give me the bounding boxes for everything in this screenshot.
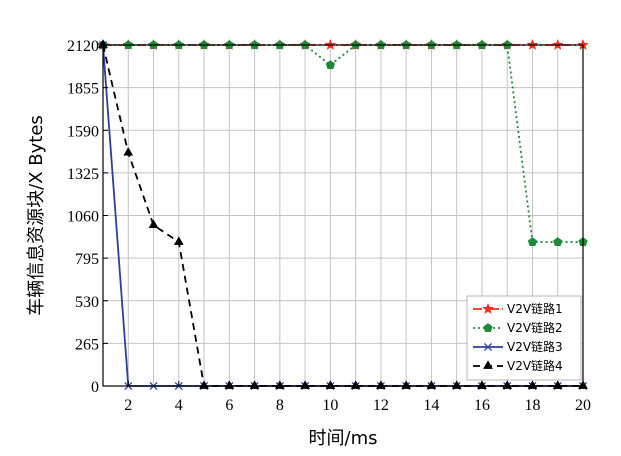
x-tick-label: 6 (225, 397, 233, 414)
x-tick-label: 4 (175, 397, 183, 414)
legend-entry-1: V2V链路1 (473, 301, 563, 316)
axes (102, 44, 584, 387)
series-4-point (502, 380, 513, 389)
legend-label: V2V链路3 (507, 339, 563, 354)
series-4-point (401, 380, 412, 389)
x-tick-label: 12 (373, 397, 389, 414)
series-4-point (451, 380, 462, 389)
series-4-point (199, 380, 209, 389)
series-4-point (249, 380, 260, 389)
series-2-point (553, 237, 563, 247)
x-tick-label: 16 (474, 397, 490, 414)
x-tick-label: 14 (423, 397, 439, 414)
legend: V2V链路1 V2V链路2 V2V链路3 V2V链路4 (466, 295, 582, 381)
y-tick-label: 530 (75, 294, 99, 311)
series-4-point (350, 380, 361, 389)
legend-entry-4: V2V链路4 (473, 358, 563, 373)
x-tick-label: 10 (322, 397, 338, 414)
legend-label: V2V链路1 (507, 301, 563, 316)
series-2-point (527, 237, 538, 247)
y-tick-label: 0 (91, 379, 99, 396)
y-tick-label: 795 (75, 251, 99, 268)
y-tick-label: 1855 (67, 81, 99, 98)
x-tick-label: 2 (124, 397, 132, 414)
x-tick-label: 20 (575, 397, 591, 414)
y-tick-label: 2120 (67, 38, 99, 55)
legend-label: V2V链路2 (507, 320, 563, 335)
grid (103, 45, 583, 386)
legend-entry-3: V2V链路3 (473, 339, 563, 354)
series-4-point (300, 380, 311, 389)
legend-entry-2: V2V链路2 (473, 320, 563, 335)
series-4-point (552, 380, 563, 389)
series-2 (98, 40, 588, 247)
y-tick-label: 1325 (67, 166, 99, 183)
legend-marker (483, 323, 493, 332)
y-tick-label: 265 (75, 336, 99, 353)
y-axis-title: 车辆信息资源块/X Bytes (26, 115, 47, 316)
legend-marker (482, 302, 494, 315)
legend-marker (483, 342, 493, 352)
legend-label: V2V链路4 (507, 358, 563, 373)
series-4-point (123, 147, 134, 156)
y-tick-label: 1060 (67, 209, 99, 226)
tick-labels: 2 4 6 8 10 12 14 16 18 20 0 265 530 795 1060 1325 1590 18… (67, 38, 591, 414)
series-4-point (173, 236, 184, 245)
x-tick-label: 18 (524, 397, 540, 414)
series-4-point (148, 219, 159, 228)
series-line-2 (103, 44, 583, 243)
x-tick-label: 8 (276, 397, 284, 414)
x-axis-title: 时间/ms (309, 428, 378, 449)
y-tick-label: 1590 (67, 123, 99, 140)
series-2-point (325, 60, 336, 70)
legend-marker (483, 360, 493, 369)
